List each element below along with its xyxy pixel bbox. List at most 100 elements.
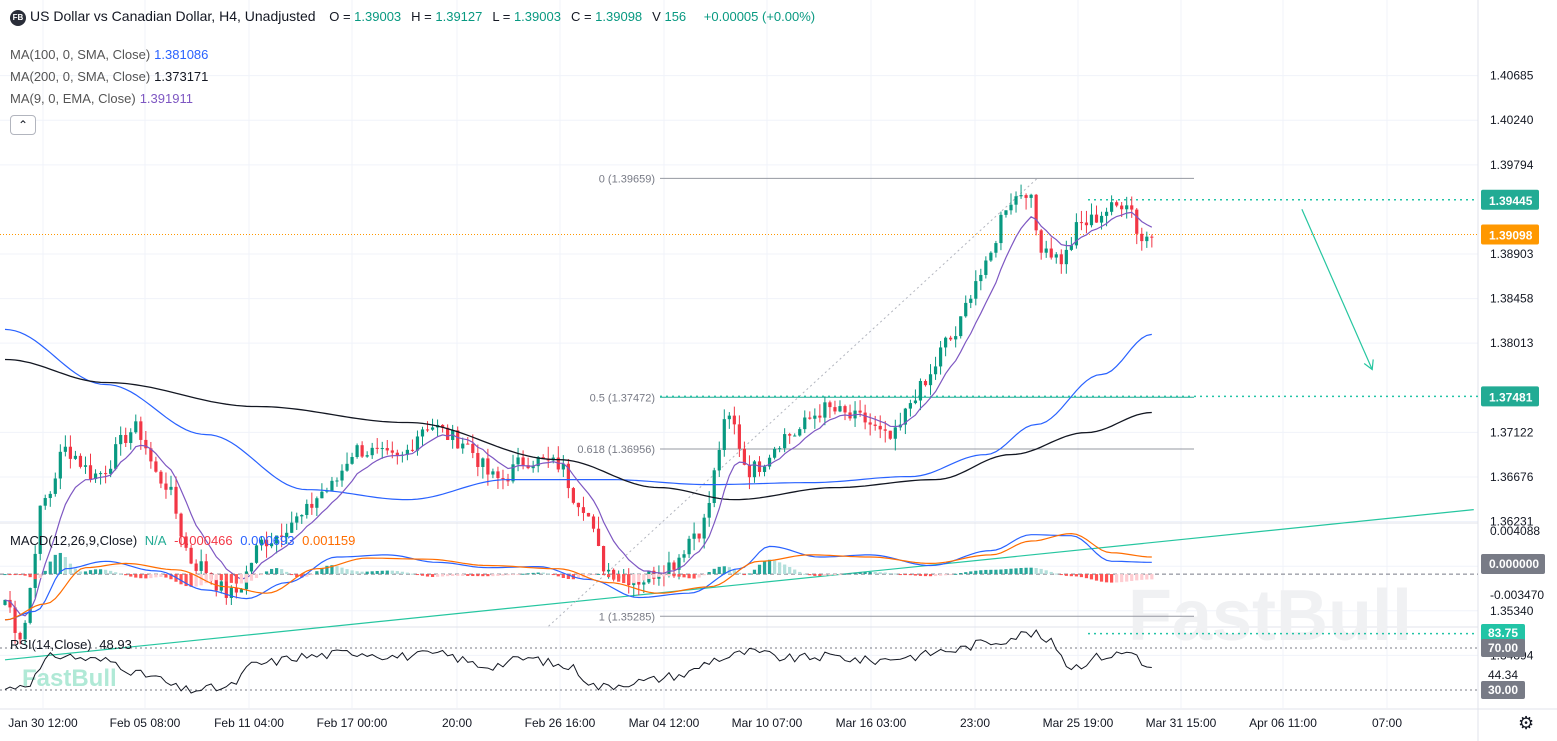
candle-body (596, 528, 601, 546)
macd-histogram-bar (747, 573, 752, 575)
candle-body (742, 448, 747, 465)
macd-histogram-bar (244, 574, 249, 583)
macd-histogram-bar (969, 571, 973, 575)
candle-body (642, 582, 646, 585)
macd-na: N/A (144, 533, 167, 548)
macd-histogram-bar (521, 573, 525, 575)
macd-histogram-bar (259, 574, 264, 576)
macd-histogram-bar (893, 573, 897, 575)
candle-body (803, 417, 807, 430)
macd-histogram-bar (189, 574, 193, 587)
macd-histogram-bar (93, 569, 98, 575)
candle-body (365, 455, 369, 457)
gear-icon[interactable]: ⚙ (1518, 713, 1535, 733)
rsi-axis-label: 30.00 (1488, 683, 1518, 697)
candle-body (959, 316, 963, 337)
candle-body (858, 410, 862, 413)
macd-histogram-bar (672, 574, 676, 577)
macd-histogram-bar (1110, 574, 1114, 583)
fib-diagonal (548, 177, 1038, 627)
macd-histogram-bar (295, 574, 299, 578)
candle-body (269, 543, 274, 547)
candle-body (425, 429, 430, 431)
indicator-row[interactable]: MA(200, 0, SMA, Close) 1.373171 (10, 69, 212, 84)
candle-body (1054, 254, 1058, 258)
macd-histogram-bar (541, 572, 545, 575)
macd-histogram-bar (1140, 574, 1144, 580)
candle-body (169, 486, 173, 490)
time-axis[interactable]: Jan 30 12:00 Feb 05 08:00 Feb 11 04:00 Feb … (8, 716, 1402, 730)
macd-histogram-bar (647, 574, 651, 579)
candle-body (1110, 202, 1114, 212)
candle-body (3, 599, 7, 605)
macd-histogram-bar (617, 574, 621, 582)
macd-histogram-bar (129, 574, 133, 577)
macd-histogram-bar (476, 574, 480, 577)
macd-histogram-bar (752, 569, 757, 575)
macd-histogram-bar (315, 571, 319, 575)
macd-histogram-bar (435, 574, 440, 577)
candle-body (1104, 211, 1109, 216)
macd-histogram-bar (566, 574, 570, 579)
macd-histogram-bar (194, 574, 198, 587)
candle-body (732, 415, 736, 425)
candle-body (1145, 236, 1149, 242)
macd-histogram-bar (662, 574, 666, 577)
macd-histogram-bar (400, 571, 404, 575)
ohlc-label: C = (570, 9, 596, 24)
moving-averages (4, 211, 1153, 617)
time-tick-label: 23:00 (960, 716, 990, 730)
macd-histogram-bar (793, 569, 797, 575)
macd-histogram-bar (410, 573, 415, 575)
macd-histogram-bar (944, 574, 948, 576)
macd-histogram-bar (501, 574, 505, 576)
watermark-small: FastBull (22, 665, 117, 692)
macd-histogram-bar (601, 574, 606, 576)
ema9-line (4, 211, 1153, 617)
candle-body (390, 450, 394, 453)
macd-histogram-bar (883, 572, 887, 575)
price-axis[interactable]: 1.40685 1.40240 1.39794 1.38903 1.38458 1.380… (1481, 69, 1545, 699)
candle-body (778, 448, 782, 450)
macd-histogram-bar (78, 571, 83, 575)
macd-histogram-bar (370, 571, 374, 575)
macd-histogram-bar (365, 571, 369, 575)
collapse-legend-button[interactable]: ⌃ (10, 115, 36, 135)
macd-histogram-bar (697, 574, 701, 578)
macd-histogram-bar (1120, 574, 1124, 583)
candle-body (320, 491, 324, 499)
candle-body (199, 561, 203, 571)
macd-histogram-bar (692, 574, 696, 579)
candle-body (456, 430, 460, 449)
candle-body (430, 427, 435, 430)
candle-body (335, 480, 339, 482)
candle-body (58, 451, 62, 479)
macd-histogram-bar (979, 570, 983, 575)
macd-signal-line (4, 532, 1152, 621)
candle-body (949, 337, 953, 340)
candle-body (571, 488, 575, 503)
symbol-title[interactable]: US Dollar vs Canadian Dollar, H4, Unadju… (30, 8, 316, 24)
macd-histogram-bar (984, 569, 988, 575)
candle-body (581, 507, 586, 513)
candle-body (48, 493, 52, 499)
indicator-row[interactable]: MA(100, 0, SMA, Close) 1.381086 (10, 47, 212, 62)
macd-histogram-bar (466, 574, 470, 576)
candle-body (275, 535, 279, 544)
macd-histogram-bar (923, 574, 928, 577)
macd-histogram-bar (506, 574, 510, 576)
time-tick-label: Jan 30 12:00 (8, 716, 78, 730)
candle-body (415, 436, 420, 451)
candle-body (410, 449, 415, 451)
candle-body (793, 435, 797, 437)
macd-histogram-bar (516, 574, 520, 576)
candle-body (677, 557, 681, 570)
candle-body (747, 464, 752, 478)
macd-histogram-bar (596, 573, 601, 575)
indicator-row[interactable]: MA(9, 0, EMA, Close) 1.391911 (10, 91, 197, 106)
candle-body (280, 535, 284, 538)
macd-histogram-bar (73, 568, 78, 575)
macd-histogram-bar (702, 574, 706, 576)
candle-body (355, 445, 359, 457)
